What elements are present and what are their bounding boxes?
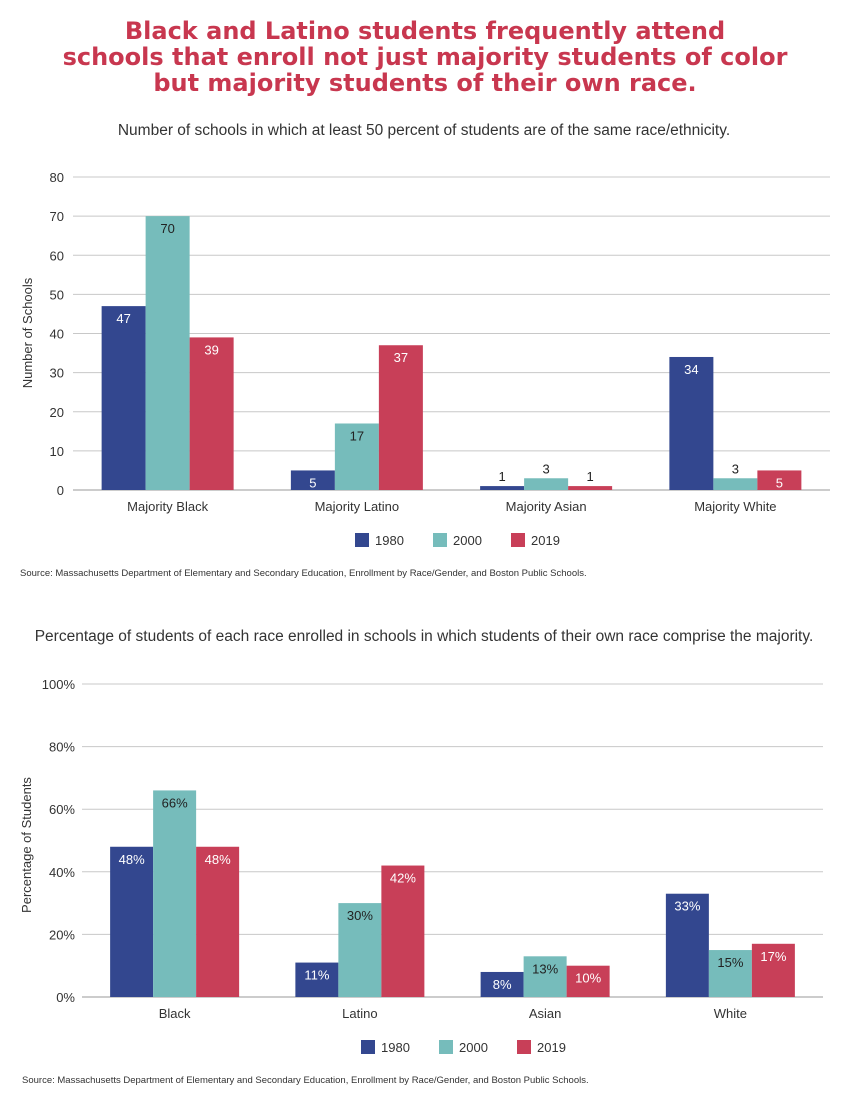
y-tick-label: 80 [50, 170, 64, 185]
data-label: 48% [205, 852, 231, 867]
legend-swatch-2019 [517, 1040, 531, 1054]
title-line: but majority students of their own race. [153, 69, 697, 97]
legend-label: 1980 [375, 533, 404, 548]
chart1-source: Source: Massachusetts Department of Elem… [20, 568, 587, 579]
data-label: 11% [304, 968, 329, 983]
bar-2000 [153, 790, 197, 997]
chart2-source: Source: Massachusetts Department of Elem… [22, 1075, 589, 1086]
bar-2000 [523, 956, 567, 997]
chart2-title: Percentage of students of each race enro… [35, 628, 814, 645]
chart2-plot: 0% 20% 40% 60% 80% 100% Black 48% 66% 48% Latino 11… [42, 677, 823, 1055]
bar-2000 [338, 903, 382, 997]
y-tick-label: 0% [56, 990, 75, 1005]
x-tick-label: Black [159, 1006, 191, 1021]
y-tick-label: 60% [49, 802, 75, 817]
y-tick-label: 70 [50, 209, 64, 224]
y-tick-label: 30 [50, 366, 64, 381]
legend-label: 1980 [381, 1040, 410, 1055]
bar-2000 [708, 950, 752, 997]
data-label: 66% [162, 795, 188, 810]
data-label: 13% [532, 961, 558, 976]
chart1-plot: 0 10 20 30 40 50 60 70 80 Majority Black 47 70 39 Maj… [50, 170, 830, 548]
bar-2000 [524, 478, 569, 490]
x-tick-label: Majority Latino [315, 499, 400, 514]
data-label: 10% [575, 971, 601, 986]
data-label: 47 [116, 311, 130, 326]
data-label: 70 [160, 221, 174, 236]
data-label: 8% [493, 977, 512, 992]
y-tick-label: 40% [49, 865, 75, 880]
legend-swatch-1980 [361, 1040, 375, 1054]
x-tick-label: Majority Black [127, 499, 208, 514]
data-label: 3 [543, 461, 550, 476]
bar-1980 [669, 356, 714, 490]
y-tick-label: 100% [42, 677, 76, 692]
data-label: 1 [499, 469, 506, 484]
bar-1980 [480, 971, 524, 997]
bar-2019 [189, 337, 234, 490]
data-label: 5 [776, 475, 783, 490]
x-tick-label: Asian [529, 1006, 562, 1021]
bar-2019 [196, 846, 240, 997]
y-tick-label: 60 [50, 248, 64, 263]
x-tick-label: Majority Asian [506, 499, 587, 514]
legend-swatch-2019 [511, 533, 525, 547]
bar-2019 [751, 943, 795, 997]
x-tick-label: White [714, 1006, 747, 1021]
data-label: 3 [732, 461, 739, 476]
y-tick-label: 20 [50, 405, 64, 420]
data-label: 48% [119, 852, 145, 867]
y-tick-label: 10 [50, 444, 64, 459]
bar-1980 [110, 846, 154, 997]
data-label: 17% [760, 949, 786, 964]
data-label: 34 [684, 362, 698, 377]
bar-2019 [381, 865, 425, 997]
chart1-ylabel: Number of Schools [20, 277, 35, 388]
bar-2000 [713, 478, 758, 490]
data-label: 1 [587, 469, 594, 484]
y-tick-label: 50 [50, 287, 64, 302]
title-line: Black and Latino students frequently att… [124, 17, 726, 45]
legend-label: 2000 [459, 1040, 488, 1055]
bar-1980 [101, 306, 146, 490]
data-label: 37 [394, 350, 408, 365]
legend-label: 2019 [537, 1040, 566, 1055]
bar-1980 [290, 470, 335, 490]
bar-2000 [334, 423, 379, 490]
legend-swatch-2000 [439, 1040, 453, 1054]
bar-2019 [757, 470, 802, 490]
data-label: 42% [390, 871, 416, 886]
legend-label: 2019 [531, 533, 560, 548]
bar-2019 [568, 486, 613, 490]
bar-1980 [480, 486, 525, 490]
data-label: 17 [350, 428, 364, 443]
bar-2019 [566, 965, 610, 997]
x-tick-label: Latino [342, 1006, 377, 1021]
x-tick-label: Majority White [694, 499, 776, 514]
y-tick-label: 20% [49, 927, 75, 942]
chart1-title: Number of schools in which at least 50 p… [118, 122, 730, 139]
y-tick-label: 0 [57, 483, 64, 498]
bar-1980 [295, 962, 339, 997]
bar-2000 [145, 216, 190, 490]
data-label: 33% [674, 899, 700, 914]
legend-swatch-2000 [433, 533, 447, 547]
y-tick-label: 40 [50, 327, 64, 342]
main-title: Black and Latino students frequently att… [0, 18, 850, 96]
data-label: 30% [347, 908, 373, 923]
legend-label: 2000 [453, 533, 482, 548]
bar-2019 [378, 345, 423, 490]
data-label: 5 [309, 475, 316, 490]
legend-swatch-1980 [355, 533, 369, 547]
data-label: 15% [717, 955, 743, 970]
y-tick-label: 80% [49, 740, 75, 755]
chart2-ylabel: Percentage of Students [19, 777, 34, 913]
bar-1980 [665, 893, 709, 997]
title-line: schools that enroll not just majority st… [62, 43, 788, 71]
data-label: 39 [204, 342, 218, 357]
